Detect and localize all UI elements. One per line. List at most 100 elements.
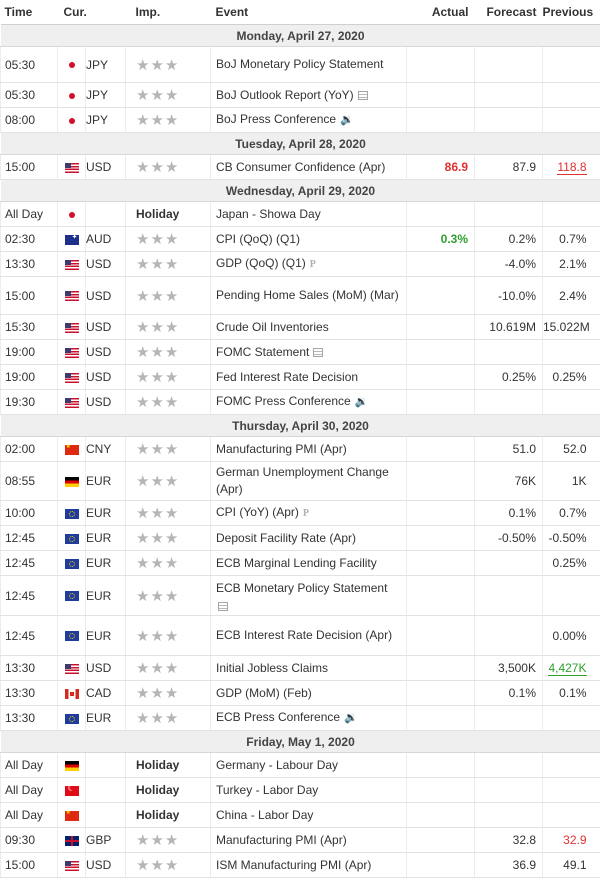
header-event[interactable]: Event <box>211 0 407 25</box>
event-cell[interactable]: Manufacturing PMI (Apr) <box>211 828 407 853</box>
event-name-link[interactable]: BoJ Outlook Report (YoY) <box>216 88 354 102</box>
event-cell[interactable]: ECB Interest Rate Decision (Apr) <box>211 616 407 656</box>
speaker-icon[interactable]: 🔉 <box>340 112 354 129</box>
event-name-link[interactable]: ECB Monetary Policy Statement <box>216 581 387 595</box>
header-previous[interactable]: Previous <box>543 0 600 25</box>
event-name-link[interactable]: BoJ Press Conference <box>216 112 336 126</box>
event-cell[interactable]: GDP (MoM) (Feb) <box>211 681 407 706</box>
actual-value-cell <box>407 803 475 828</box>
event-name-link[interactable]: ISM Manufacturing PMI (Apr) <box>216 858 371 872</box>
event-row[interactable]: 02:00CNY★★★Manufacturing PMI (Apr)51.052… <box>1 437 600 462</box>
event-name-link[interactable]: Pending Home Sales (MoM) (Mar) <box>216 288 399 302</box>
event-name-link[interactable]: Initial Jobless Claims <box>216 661 328 675</box>
event-cell[interactable]: German Unemployment Change (Apr) <box>211 462 407 501</box>
event-cell[interactable]: BoJ Outlook Report (YoY) <box>211 83 407 108</box>
event-name-link[interactable]: FOMC Statement <box>216 345 309 359</box>
event-cell[interactable]: China - Labor Day <box>211 803 407 828</box>
speaker-icon[interactable]: 🔉 <box>355 394 369 411</box>
header-importance[interactable]: Imp. <box>126 0 211 25</box>
preliminary-icon[interactable]: P <box>303 505 309 522</box>
event-cell[interactable]: Manufacturing PMI (Apr) <box>211 437 407 462</box>
event-name-link[interactable]: China - Labor Day <box>216 808 313 822</box>
event-cell[interactable]: BoJ Press Conference 🔉 <box>211 108 407 133</box>
event-cell[interactable]: ECB Monetary Policy Statement <box>211 576 407 616</box>
event-cell[interactable]: Crude Oil Inventories <box>211 315 407 340</box>
event-cell[interactable]: ECB Marginal Lending Facility <box>211 551 407 576</box>
event-cell[interactable]: BoJ Monetary Policy Statement <box>211 47 407 83</box>
event-name-link[interactable]: BoJ Monetary Policy Statement <box>216 57 383 71</box>
event-name-link[interactable]: CPI (YoY) (Apr) <box>216 505 299 519</box>
event-name-link[interactable]: Fed Interest Rate Decision <box>216 370 358 384</box>
event-name-link[interactable]: ECB Interest Rate Decision (Apr) <box>216 628 392 642</box>
event-cell[interactable]: FOMC Press Conference 🔉 <box>211 390 407 415</box>
event-row[interactable]: All DayHolidayChina - Labor Day <box>1 803 600 828</box>
event-cell[interactable]: ISM Manufacturing PMI (Apr) <box>211 853 407 878</box>
event-cell[interactable]: CPI (YoY) (Apr) P <box>211 501 407 526</box>
currency-code: USD <box>86 656 126 681</box>
event-cell[interactable]: Fed Interest Rate Decision <box>211 365 407 390</box>
event-name-link[interactable]: Manufacturing PMI (Apr) <box>216 833 347 847</box>
event-name-link[interactable]: Deposit Facility Rate (Apr) <box>216 531 356 545</box>
event-name-link[interactable]: Japan - Showa Day <box>216 207 321 221</box>
actual-value-cell: 0.3% <box>407 227 475 252</box>
event-name-link[interactable]: CB Consumer Confidence (Apr) <box>216 160 385 174</box>
event-name-link[interactable]: FOMC Press Conference <box>216 394 351 408</box>
event-name-link[interactable]: ECB Press Conference <box>216 710 340 724</box>
event-cell[interactable]: FOMC Statement <box>211 340 407 365</box>
event-row[interactable]: 02:30AUD★★★CPI (QoQ) (Q1)0.3%0.2%0.7% <box>1 227 600 252</box>
event-cell[interactable]: Pending Home Sales (MoM) (Mar) <box>211 277 407 315</box>
document-icon[interactable] <box>218 602 228 611</box>
event-cell[interactable]: GDP (QoQ) (Q1) P <box>211 252 407 277</box>
holiday-text: Holiday <box>136 207 179 221</box>
header-time[interactable]: Time <box>1 0 58 25</box>
event-cell[interactable]: Initial Jobless Claims <box>211 656 407 681</box>
header-actual[interactable]: Actual <box>407 0 475 25</box>
event-cell[interactable]: ECB Press Conference 🔉 <box>211 706 407 731</box>
event-cell[interactable]: Deposit Facility Rate (Apr) <box>211 526 407 551</box>
event-name-link[interactable]: GDP (QoQ) (Q1) <box>216 256 306 270</box>
document-icon[interactable] <box>358 91 368 100</box>
event-cell[interactable]: CPI (QoQ) (Q1) <box>211 227 407 252</box>
event-row[interactable]: All DayHolidayTurkey - Labor Day <box>1 778 600 803</box>
event-cell[interactable]: CB Consumer Confidence (Apr) <box>211 155 407 180</box>
event-name-link[interactable]: German Unemployment Change (Apr) <box>216 465 389 496</box>
preliminary-icon[interactable]: P <box>310 256 316 273</box>
document-icon[interactable] <box>313 348 323 357</box>
header-forecast[interactable]: Forecast <box>475 0 543 25</box>
event-name-link[interactable]: ECB Marginal Lending Facility <box>216 556 377 570</box>
event-cell[interactable]: Germany - Labour Day <box>211 753 407 778</box>
speaker-icon[interactable]: 🔉 <box>344 710 358 727</box>
event-cell[interactable]: Turkey - Labor Day <box>211 778 407 803</box>
event-name-link[interactable]: Germany - Labour Day <box>216 758 338 772</box>
event-name-link[interactable]: CPI (QoQ) (Q1) <box>216 232 300 246</box>
event-name-link[interactable]: Manufacturing PMI (Apr) <box>216 442 347 456</box>
event-cell[interactable]: Japan - Showa Day <box>211 202 407 227</box>
event-name-link[interactable]: GDP (MoM) (Feb) <box>216 686 312 700</box>
header-currency[interactable]: Cur. <box>58 0 126 25</box>
event-name-link[interactable]: Turkey - Labor Day <box>216 783 318 797</box>
event-name-link[interactable]: Crude Oil Inventories <box>216 320 329 334</box>
